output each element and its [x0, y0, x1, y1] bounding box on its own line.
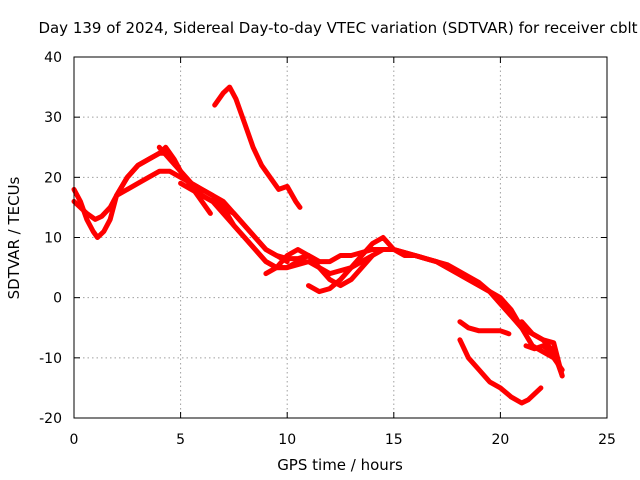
series-arc-12 [523, 343, 561, 367]
y-tick-label: 0 [53, 291, 62, 307]
series-arc-3 [114, 168, 290, 265]
y-tick-label: 30 [44, 110, 62, 126]
series-arc-10 [457, 319, 512, 337]
y-tick-label: 20 [44, 170, 62, 186]
series-arc-11 [519, 319, 565, 379]
series-arc-5 [178, 180, 565, 379]
axis-ticks: 0 5 10 15 20 25 -20 -10 0 10 20 30 40 [39, 50, 616, 448]
x-tick-label: 15 [385, 432, 403, 448]
x-tick-label: 10 [278, 432, 296, 448]
x-tick-label: 0 [70, 432, 79, 448]
plot-frame [73, 56, 608, 419]
x-tick-label: 20 [491, 432, 509, 448]
y-tick-label: 10 [44, 231, 62, 247]
series-arc-8 [212, 84, 303, 210]
y-axis-label: SDTVAR / TECUs [5, 176, 23, 299]
x-axis-label: GPS time / hours [277, 456, 403, 474]
chart-title: Day 139 of 2024, Sidereal Day-to-day VTE… [38, 19, 637, 37]
series-arc-7 [306, 235, 565, 373]
x-tick-label: 5 [176, 432, 185, 448]
x-tick-label: 25 [598, 432, 616, 448]
grid [74, 57, 607, 418]
series-arc-9 [457, 337, 544, 406]
y-tick-label: -10 [39, 351, 62, 367]
y-tick-label: -20 [39, 411, 62, 427]
y-tick-label: 40 [44, 50, 62, 66]
plot-area [71, 84, 565, 406]
